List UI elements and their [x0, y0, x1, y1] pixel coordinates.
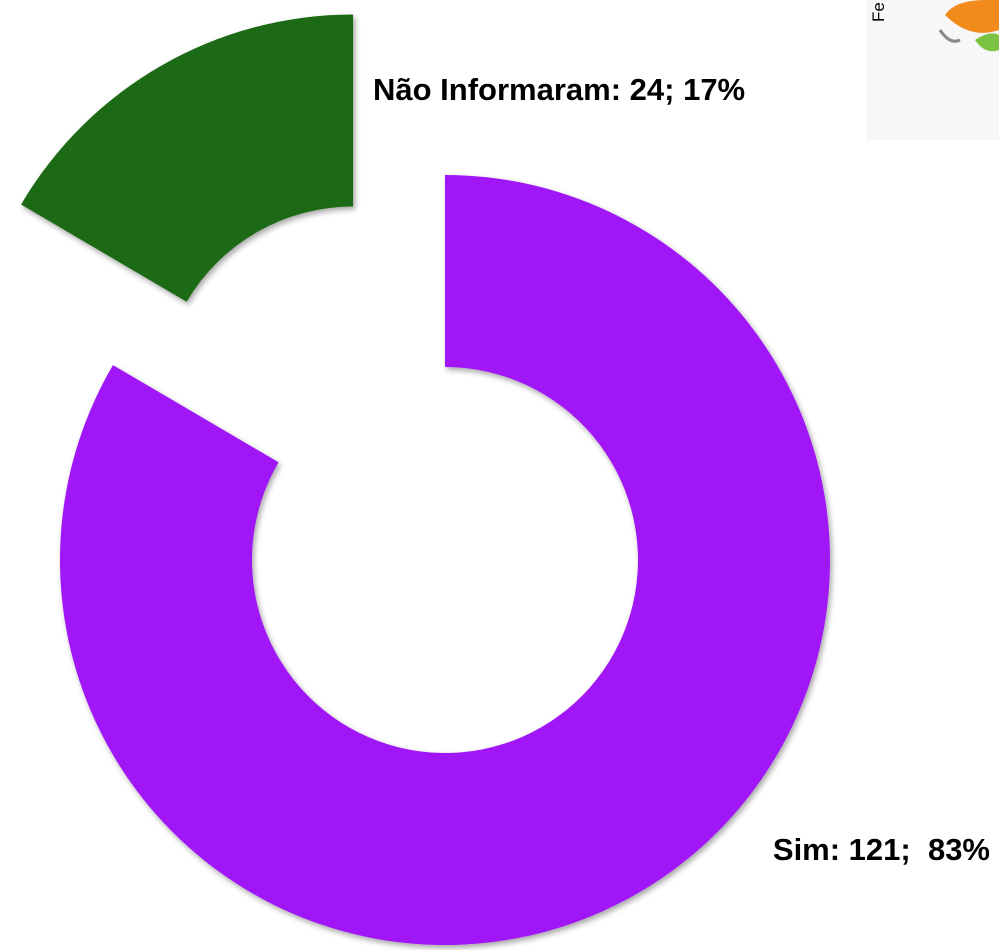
data-label: Sim: 121; 83%: [773, 832, 990, 867]
donut-segment: [60, 175, 831, 945]
image-caption: Fe: [869, 2, 888, 22]
donut-segment: [21, 14, 354, 302]
image-shape: [945, 0, 999, 33]
image-shape: [975, 33, 999, 52]
image-shape: [938, 29, 961, 43]
data-label: Não Informaram: 24; 17%: [373, 72, 745, 107]
corner-image: Fe: [866, 0, 999, 140]
